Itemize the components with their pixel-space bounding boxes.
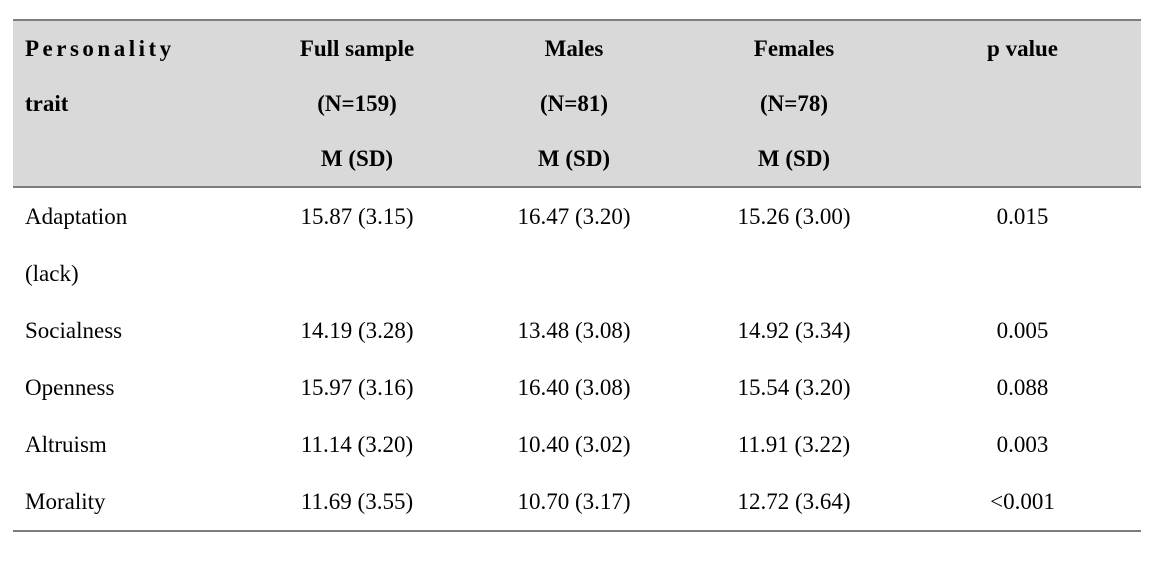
header-females: Females (N=78) M (SD) [684,19,904,188]
females-value: 14.92 (3.34) [737,318,851,343]
header-full-sample-n: (N=159) [317,91,397,116]
table-row-adaptation: Adaptation (lack) 15.87 (3.15) 16.47 (3.… [13,187,1141,302]
full-sample-value: 11.14 (3.20) [300,432,414,457]
full-sample-value: 15.87 (3.15) [300,204,414,229]
trait-cell: Morality [13,473,250,532]
males-value: 13.48 (3.08) [517,318,631,343]
table-body: Adaptation (lack) 15.87 (3.15) 16.47 (3.… [13,187,1141,532]
trait-cell: Adaptation (lack) [13,187,250,302]
females-value: 15.54 (3.20) [737,375,851,400]
trait-cell: Socialness [13,302,250,359]
p-value: <0.001 [904,473,1141,532]
table-row-altruism: Altruism 11.14 (3.20) 10.40 (3.02) 11.91… [13,416,1141,473]
header-p-value-line1: p value [987,36,1058,61]
table-row-socialness: Socialness 14.19 (3.28) 13.48 (3.08) 14.… [13,302,1141,359]
header-females-msd: M (SD) [757,146,831,171]
table-header: Personality trait Full sample (N=159) M … [13,19,1141,188]
full-sample-value: 14.19 (3.28) [300,318,414,343]
females-value: 15.26 (3.00) [737,204,851,229]
header-full-sample-msd: M (SD) [320,146,394,171]
statistics-table: Personality trait Full sample (N=159) M … [13,19,1141,532]
header-females-n: (N=78) [759,91,829,116]
trait-name-line2: (lack) [25,261,79,286]
females-value: 12.72 (3.64) [684,473,904,532]
full-sample-value: 15.97 (3.16) [300,375,414,400]
header-p-value: p value [904,19,1141,188]
trait-name: Openness [25,375,115,400]
table-row-openness: Openness 15.97 (3.16) 16.40 (3.08) 15.54… [13,359,1141,416]
header-trait-line2: trait [25,91,69,116]
trait-name: Morality [25,489,106,514]
header-trait-line1: Personality [25,36,175,61]
p-value: 0.015 [996,204,1049,229]
header-males-msd: M (SD) [537,146,611,171]
header-row: Personality trait Full sample (N=159) M … [13,19,1141,188]
males-value: 16.40 (3.08) [517,375,631,400]
header-full-sample-line1: Full sample [299,36,415,61]
p-value: 0.088 [996,375,1049,400]
header-full-sample: Full sample (N=159) M (SD) [250,19,464,188]
personality-trait-table: Personality trait Full sample (N=159) M … [13,19,1141,532]
header-personality-trait: Personality trait [13,19,250,188]
full-sample-value: 11.69 (3.55) [250,473,464,532]
p-value: 0.005 [996,318,1049,343]
males-value: 16.47 (3.20) [517,204,631,229]
males-value: 10.70 (3.17) [464,473,684,532]
females-value: 11.91 (3.22) [737,432,851,457]
p-value: 0.003 [996,432,1049,457]
header-males-line1: Males [544,36,604,61]
trait-name: Socialness [25,318,123,343]
trait-name: Adaptation [25,204,128,229]
header-males-n: (N=81) [539,91,609,116]
header-males: Males (N=81) M (SD) [464,19,684,188]
males-value: 10.40 (3.02) [517,432,631,457]
trait-cell: Altruism [13,416,250,473]
trait-name: Altruism [25,432,107,457]
trait-cell: Openness [13,359,250,416]
header-females-line1: Females [753,36,835,61]
table-row-morality: Morality 11.69 (3.55) 10.70 (3.17) 12.72… [13,473,1141,532]
